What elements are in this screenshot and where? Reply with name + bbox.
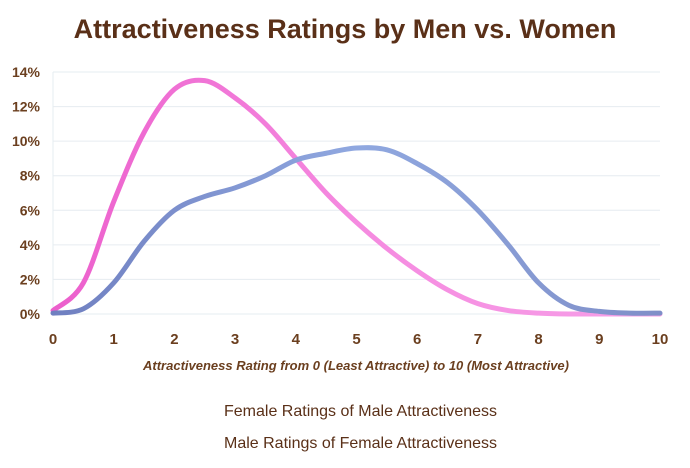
x-tick-label: 1 xyxy=(110,331,118,348)
x-tick-label: 2 xyxy=(170,331,178,348)
y-tick-label: 4% xyxy=(20,237,41,253)
x-tick-label: 10 xyxy=(652,331,669,348)
y-tick-label: 14% xyxy=(12,64,41,80)
y-tick-label: 8% xyxy=(20,168,41,184)
legend: Female Ratings of Male Attractiveness Ma… xyxy=(182,403,497,452)
legend-label-female: Female Ratings of Male Attractiveness xyxy=(224,403,497,420)
x-tick-label: 8 xyxy=(534,331,542,348)
chart-title: Attractiveness Ratings by Men vs. Women xyxy=(73,14,617,44)
y-tick-label: 2% xyxy=(20,271,41,287)
x-tick-label: 3 xyxy=(231,331,239,348)
y-tick-label: 0% xyxy=(20,306,41,322)
x-tick-label: 5 xyxy=(352,331,360,348)
y-tick-label: 6% xyxy=(20,202,41,218)
x-tick-label: 7 xyxy=(474,331,482,348)
x-tick-label: 0 xyxy=(49,331,57,348)
x-tick-label: 4 xyxy=(292,331,301,348)
legend-label-male: Male Ratings of Female Attractiveness xyxy=(224,435,497,452)
y-tick-label: 12% xyxy=(12,99,41,115)
x-axis-label: Attractiveness Rating from 0 (Least Attr… xyxy=(142,358,569,373)
y-tick-label: 10% xyxy=(12,133,41,149)
x-tick-label: 9 xyxy=(595,331,603,348)
x-tick-label: 6 xyxy=(413,331,421,348)
series-line-female xyxy=(50,77,663,317)
series-line-male xyxy=(50,145,663,316)
